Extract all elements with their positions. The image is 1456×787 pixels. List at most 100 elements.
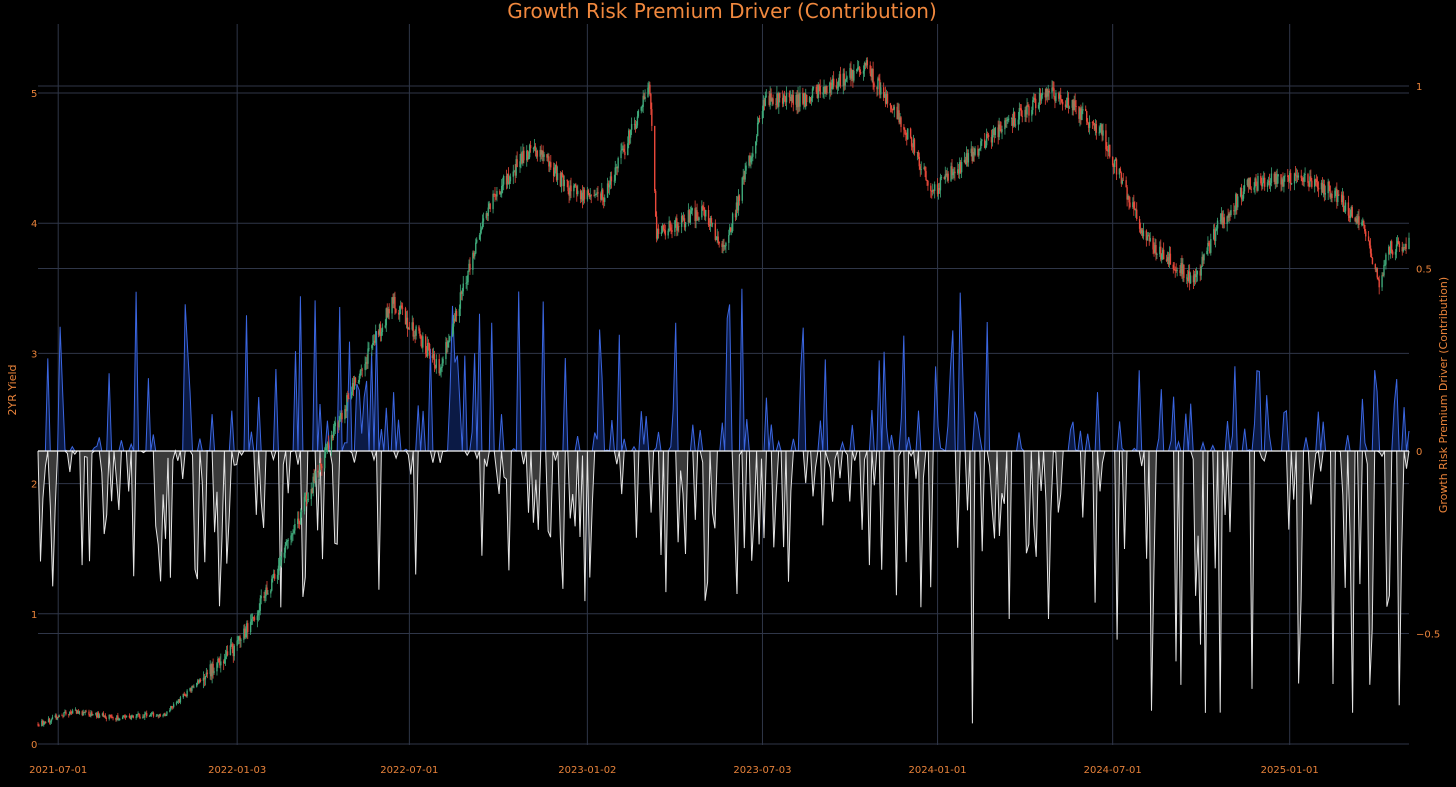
yield-candle-body xyxy=(570,185,572,192)
yield-candle-body xyxy=(947,173,949,181)
yield-candle-body xyxy=(231,644,234,650)
yield-candle-body xyxy=(1403,247,1405,249)
yield-candle-body xyxy=(674,220,676,232)
yield-candle-body xyxy=(1213,229,1216,242)
yield-candle-body xyxy=(489,203,491,210)
yield-candle-body xyxy=(422,336,424,348)
yield-candle-body xyxy=(1274,173,1276,182)
chart-title: Growth Risk Premium Driver (Contribution… xyxy=(507,0,937,23)
yield-candle-body xyxy=(561,173,564,176)
yield-candle-body xyxy=(1236,194,1238,208)
yield-candle-body xyxy=(223,658,226,664)
yield-candle-body xyxy=(979,148,981,150)
yield-candle-body xyxy=(966,153,969,163)
yield-candle-body xyxy=(736,202,739,211)
yield-candle-body xyxy=(910,137,913,147)
yield-candle-body xyxy=(643,95,645,99)
yield-candle-body xyxy=(717,236,719,242)
yield-candle-body xyxy=(709,218,712,227)
yield-candle-body xyxy=(1027,105,1029,107)
yield-candle-body xyxy=(1182,264,1184,275)
yield-candle-body xyxy=(1160,246,1162,260)
yield-candle-body xyxy=(225,651,228,657)
yield-candle-body xyxy=(359,370,362,376)
yield-candle-body xyxy=(1368,241,1371,246)
yield-candle-body xyxy=(1328,181,1330,186)
yield-candle-body xyxy=(831,78,834,88)
yield-candle-body xyxy=(338,421,340,428)
yield-candle-body xyxy=(279,559,282,561)
yield-candle-body xyxy=(940,177,943,178)
yield-candle-body xyxy=(1350,207,1352,216)
yield-candle-body xyxy=(943,177,946,179)
yield-candle-body xyxy=(819,86,821,95)
yield-candle-body xyxy=(798,94,800,107)
yield-candle-body xyxy=(179,697,182,703)
yield-candle-body xyxy=(346,395,348,412)
yield-candle-body xyxy=(294,523,296,531)
yield-candle-body xyxy=(664,230,666,236)
yield-candle-body xyxy=(97,712,100,718)
yield-candle-body xyxy=(95,713,97,715)
yield-candle-body xyxy=(499,191,501,195)
yield-candle-body xyxy=(421,338,423,348)
yield-candle-body xyxy=(415,326,417,336)
yield-candle-body xyxy=(1107,150,1109,152)
yield-candle-body xyxy=(1199,270,1201,276)
yield-candle-body xyxy=(1006,120,1008,122)
yield-candle-body xyxy=(543,154,545,157)
yield-candle-body xyxy=(292,533,294,535)
yield-candle-body xyxy=(859,72,862,74)
yield-candle-body xyxy=(212,663,214,673)
yield-candle-body xyxy=(1032,100,1034,111)
yield-candle-body xyxy=(1375,268,1377,270)
yield-candle-body xyxy=(1269,182,1272,186)
yield-candle-body xyxy=(927,180,929,186)
yield-candle-body xyxy=(1209,243,1211,253)
yield-candle-body xyxy=(1012,112,1015,126)
yield-candle-body xyxy=(1408,237,1410,249)
yield-candle-body xyxy=(259,598,261,611)
yield-candle-body xyxy=(101,713,104,716)
yield-candle-body xyxy=(69,711,71,716)
yield-candle-body xyxy=(1011,118,1014,126)
driver-positive-line xyxy=(38,288,1410,453)
yield-candle-body xyxy=(882,87,885,98)
yield-candle-body xyxy=(1307,174,1309,183)
yield-candle-body xyxy=(1074,100,1076,107)
axis-layer: 2021-07-01 2022-01-03 2022-07-01 2023-01-02… xyxy=(29,82,1440,776)
yield-candle-body xyxy=(50,719,53,722)
yield-candle-body xyxy=(718,241,720,244)
yield-candle-body xyxy=(1028,106,1030,116)
x-tick-label: 2024-01-01 xyxy=(909,765,967,776)
yield-candle-body xyxy=(924,167,926,172)
yield-candle-body xyxy=(1355,218,1357,222)
yield-candle-body xyxy=(809,97,812,101)
yield-candle-body xyxy=(1018,107,1021,120)
yield-candle-body xyxy=(1287,175,1289,177)
yield-candle-body xyxy=(1288,172,1291,182)
yield-candle-body xyxy=(1302,181,1304,182)
yield-candle-body xyxy=(862,70,865,74)
yield-candle-body xyxy=(843,73,845,86)
yield-candle-body xyxy=(539,149,541,157)
yield-candle-body xyxy=(98,715,101,718)
yield-candle-body xyxy=(57,716,59,718)
yield-candle-body xyxy=(290,535,292,540)
yield-candle-body xyxy=(1374,264,1377,270)
yield-candle-body xyxy=(624,151,626,156)
yield-candle-body xyxy=(1241,198,1244,200)
yield-candle-body xyxy=(325,447,328,449)
yield-candle-body xyxy=(808,97,811,103)
yield-candle-body xyxy=(678,226,680,228)
yield-candle-body xyxy=(320,463,322,467)
yield-candle-body xyxy=(139,716,141,719)
yield-candle-body xyxy=(1282,179,1284,187)
yield-candle-body xyxy=(148,716,151,717)
yield-candle-body xyxy=(903,126,905,130)
yield-candle-body xyxy=(515,159,517,176)
yield-candle-body xyxy=(971,148,973,162)
yield-candle-body xyxy=(785,93,788,103)
yield-candle-body xyxy=(330,435,333,450)
